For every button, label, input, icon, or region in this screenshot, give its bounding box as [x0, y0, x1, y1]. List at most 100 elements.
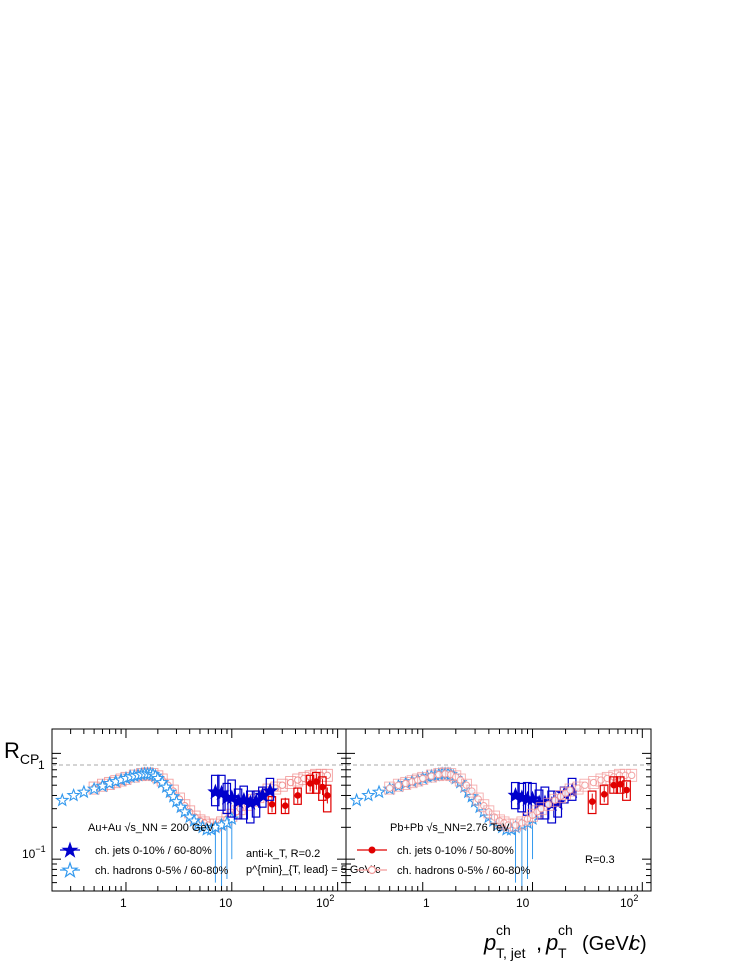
x-tick-labels: 1 10 102 1 10 102	[120, 893, 638, 910]
legend-filled-star-icon	[61, 841, 79, 858]
data-point	[621, 771, 630, 780]
data-point	[597, 776, 605, 784]
data-point	[319, 783, 326, 791]
data-point	[294, 776, 302, 784]
sys-box	[543, 797, 555, 811]
legend-open-circle-icon	[367, 865, 377, 875]
data-point	[278, 781, 286, 789]
data-point	[551, 796, 559, 805]
sys-box	[549, 793, 561, 807]
legend-label-jets-right: ch. jets 0-10% / 50-80%	[397, 845, 514, 857]
sys-box	[535, 802, 547, 816]
svg-text:c: c	[630, 933, 640, 955]
panel-right: Pb+Pb √s_NN=2.76 TeV R=0.3 ch. jets 0-10…	[345, 728, 652, 892]
data-point	[306, 780, 314, 787]
left-annotation-antikt: anti-k_T, R=0.2	[246, 848, 320, 860]
x-tick-left-10: 10	[219, 896, 233, 910]
data-point	[324, 792, 331, 799]
sys-box	[417, 771, 429, 785]
left-annotation-ptlead: p^{min}_{T, lead} = 5 GeV/c	[246, 864, 381, 876]
data-point	[474, 795, 482, 803]
data-point	[435, 770, 443, 779]
data-point	[86, 781, 102, 796]
svg-text:ch: ch	[496, 922, 511, 938]
data-point	[623, 786, 630, 794]
legend-entry-jets-left: ch. jets 0-10% / 60-80%	[60, 841, 212, 858]
sys-box	[384, 781, 396, 795]
svg-text:T: T	[558, 945, 567, 961]
data-point	[610, 781, 618, 789]
data-point	[286, 778, 295, 787]
svg-text:(GeV/: (GeV/	[582, 933, 635, 955]
y-tick-1: 1	[38, 758, 45, 772]
legend-entry-jets-right: ch. jets 0-10% / 50-80%	[357, 845, 514, 857]
x-tick-left-100: 102	[316, 893, 334, 910]
data-point	[627, 771, 636, 780]
data-point	[361, 787, 376, 802]
legend-label-hadrons-right: ch. hadrons 0-5% / 60-80%	[397, 865, 531, 877]
data-point	[385, 784, 394, 792]
panel-right-data	[349, 766, 638, 887]
data-point	[504, 821, 512, 829]
sys-box	[472, 792, 484, 806]
sys-box	[483, 805, 495, 819]
sys-box	[305, 774, 315, 794]
sys-box	[626, 768, 638, 782]
legend-open-star-icon	[61, 861, 79, 879]
data-point	[600, 791, 608, 798]
data-point	[419, 774, 427, 783]
legend-filled-circle-icon	[368, 846, 376, 854]
data-point	[511, 821, 520, 829]
data-point	[281, 802, 289, 810]
x-tick-left-1: 1	[120, 896, 127, 910]
data-point	[223, 789, 240, 805]
x-tick-right-100: 102	[620, 893, 638, 910]
data-point	[54, 792, 70, 807]
sys-box	[516, 816, 528, 830]
svg-text:ch: ch	[558, 922, 573, 938]
svg-text:,: ,	[536, 930, 542, 955]
legend-label-hadrons-left: ch. hadrons 0-5% / 60-80%	[95, 865, 229, 877]
panel-right-axes	[345, 729, 651, 892]
x-tick-right-10: 10	[516, 896, 530, 910]
data-point	[427, 772, 436, 780]
sys-box	[466, 784, 478, 798]
panel-left-data	[54, 766, 333, 887]
data-point	[581, 781, 589, 789]
data-point	[589, 778, 598, 787]
panel-right-frame	[345, 728, 652, 892]
sys-box	[454, 773, 466, 787]
data-point	[177, 804, 192, 818]
data-point	[537, 804, 545, 813]
y-tick-01: 10−1	[22, 844, 46, 861]
data-point	[485, 808, 493, 816]
sys-box	[622, 780, 631, 801]
panel-left-axes	[51, 729, 346, 892]
left-legend: ch. jets 0-10% / 60-80% ch. hadrons 0-5%…	[60, 841, 229, 879]
svg-text:T, jet: T, jet	[496, 945, 526, 961]
data-point	[394, 781, 403, 789]
left-system-label: Au+Au √s_NN = 200 GeV	[88, 822, 215, 834]
right-legend: ch. jets 0-10% / 50-80% ch. hadrons 0-5%…	[357, 845, 531, 877]
x-tick-right-1: 1	[423, 896, 430, 910]
x-axis-title: p ch T, jet , p ch T (GeV/ c )	[483, 922, 647, 961]
data-point	[402, 779, 410, 788]
data-point	[566, 786, 574, 794]
sys-box	[318, 776, 327, 801]
data-point	[159, 779, 174, 794]
sys-box	[322, 784, 332, 813]
data-point	[66, 787, 81, 802]
data-point	[371, 784, 387, 799]
data-point	[323, 771, 332, 780]
data-point	[456, 776, 465, 784]
data-point	[349, 792, 364, 807]
sys-box	[599, 784, 609, 805]
data-point	[313, 778, 320, 785]
data-point	[76, 784, 92, 799]
legend-entry-hadrons-right: ch. hadrons 0-5% / 60-80%	[357, 865, 531, 877]
data-point	[294, 792, 302, 799]
data-point	[588, 798, 596, 805]
svg-text:p: p	[483, 930, 496, 955]
svg-text:): )	[640, 933, 647, 955]
